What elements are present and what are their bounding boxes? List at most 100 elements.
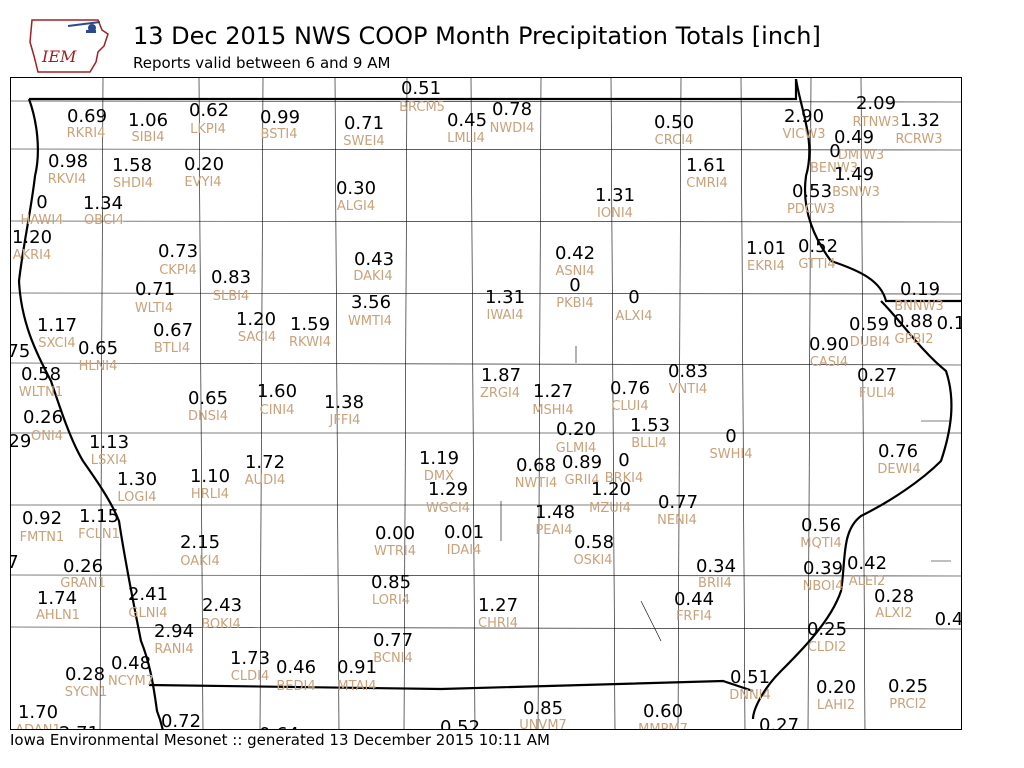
station-value: 0.65 <box>78 338 118 359</box>
station-value: 0 <box>36 192 47 213</box>
station-id: CLDI4 <box>231 669 269 684</box>
station-value: 1.60 <box>257 381 297 402</box>
state-border <box>794 78 961 303</box>
station-id: RTNW3 <box>853 115 900 130</box>
station-id: WLTI4 <box>135 301 173 316</box>
station-id: DUBI4 <box>850 335 891 350</box>
station-value: 0 <box>725 426 736 447</box>
county-line <box>334 78 340 729</box>
station-value: 0 <box>628 287 639 308</box>
station-id: ONI4 <box>31 429 63 444</box>
station-value: 1.27 <box>533 381 573 402</box>
station-value: 0.01 <box>444 522 484 543</box>
edge-value: 2.71 <box>59 723 99 730</box>
station-value: 0.62 <box>189 100 229 121</box>
station-value: 0.26 <box>63 556 103 577</box>
logo-text: IEM <box>41 47 77 66</box>
county-line <box>403 78 408 729</box>
station-id: BRCM5 <box>399 100 445 115</box>
station-id: RKWI4 <box>289 335 331 350</box>
station-value: 3.56 <box>351 292 391 313</box>
state-border <box>29 79 798 101</box>
station-value: 1.53 <box>630 415 670 436</box>
station-id: SHDI4 <box>113 176 153 191</box>
station-value: 0.20 <box>816 677 856 698</box>
station-id: AKRI4 <box>13 248 52 263</box>
station-value: 0.68 <box>516 455 556 476</box>
station-id: CHRI4 <box>478 616 518 631</box>
station-id: LKPI4 <box>190 122 226 137</box>
station-id: BCNI4 <box>373 651 413 666</box>
station-id: CLUI4 <box>611 399 648 414</box>
station-value: 0.56 <box>801 515 841 536</box>
station-value: 0.89 <box>562 452 602 473</box>
station-id: HLNI4 <box>79 359 118 374</box>
station-id: BRKI4 <box>605 471 644 486</box>
station-id: SACI4 <box>238 330 276 345</box>
station-value: 0.90 <box>809 334 849 355</box>
station-value: 0.73 <box>158 241 198 262</box>
station-id: MSHI4 <box>532 403 573 418</box>
station-id: NCYM7 <box>108 674 154 689</box>
station-id: LSXI4 <box>91 453 128 468</box>
map-panel[interactable]: 0.51 BRCM5 0.69 RKRI4 1.06 SIBI4 0.62 LKPI4 0.99… <box>10 77 962 730</box>
station-value: 0.20 <box>184 154 224 175</box>
station-value: 1.29 <box>428 479 468 500</box>
county-line <box>610 78 616 729</box>
station-id: ALXI4 <box>615 309 652 324</box>
station-value: 1.17 <box>37 315 77 336</box>
station-id: CINI4 <box>260 403 295 418</box>
station-id: SLBI4 <box>213 289 250 304</box>
iem-logo: IEM <box>29 19 109 73</box>
station-id: BSNW3 <box>832 185 880 200</box>
county-line <box>11 574 961 577</box>
station-value: 0.67 <box>153 320 193 341</box>
county-line <box>537 78 542 729</box>
station-id: ALEI2 <box>849 574 885 589</box>
station-value: 0.91 <box>337 657 377 678</box>
station-id: AUDI4 <box>245 473 286 488</box>
station-value: 1.59 <box>290 314 330 335</box>
station-id: DAKI4 <box>353 269 392 284</box>
station-id: BEDI4 <box>276 679 315 694</box>
station-value: 0.28 <box>65 664 105 685</box>
station-id: EVYI4 <box>184 175 221 190</box>
county-line <box>198 78 204 729</box>
station-value: 0.69 <box>67 106 107 127</box>
station-value: 0.60 <box>643 701 683 722</box>
station-id: CKPI4 <box>159 263 197 278</box>
county-line <box>470 78 476 729</box>
station-id: FRFI4 <box>676 609 712 624</box>
station-id: PEAI4 <box>535 523 572 538</box>
county-lines <box>11 78 961 729</box>
station-value: 0.71 <box>344 113 384 134</box>
station-value: 0.30 <box>336 178 376 199</box>
station-value: 1.34 <box>83 193 123 214</box>
station-id: DNSI4 <box>188 409 228 424</box>
station-value: 0.44 <box>674 589 714 610</box>
station-id: GTTI4 <box>798 257 835 272</box>
station-value: 0.20 <box>556 419 596 440</box>
map-title: 13 Dec 2015 NWS COOP Month Precipitation… <box>133 22 821 50</box>
station-value: 0.46 <box>276 657 316 678</box>
state-border <box>148 679 754 693</box>
county-line <box>640 600 662 642</box>
station-value: 1.73 <box>230 648 270 669</box>
station-id: CASI4 <box>810 355 848 370</box>
station-value: 1.27 <box>478 595 518 616</box>
county-line <box>677 78 682 729</box>
edge-value: 0.4 <box>935 609 962 630</box>
station-value: 0.83 <box>668 361 708 382</box>
station-id: BSTI4 <box>261 127 298 142</box>
station-id: BLLI4 <box>631 436 667 451</box>
edge-value: 0.72 <box>161 711 201 730</box>
station-value: 1.48 <box>535 502 575 523</box>
station-id: BTLI4 <box>154 341 190 356</box>
station-id: PDCW3 <box>787 202 835 217</box>
station-id: BENW3 <box>810 161 858 176</box>
station-value: 0 <box>829 141 840 162</box>
station-id: DEWI4 <box>877 462 920 477</box>
station-value: 0.39 <box>803 558 843 579</box>
station-value: 1.32 <box>900 110 940 131</box>
station-value: 0.50 <box>654 112 694 133</box>
